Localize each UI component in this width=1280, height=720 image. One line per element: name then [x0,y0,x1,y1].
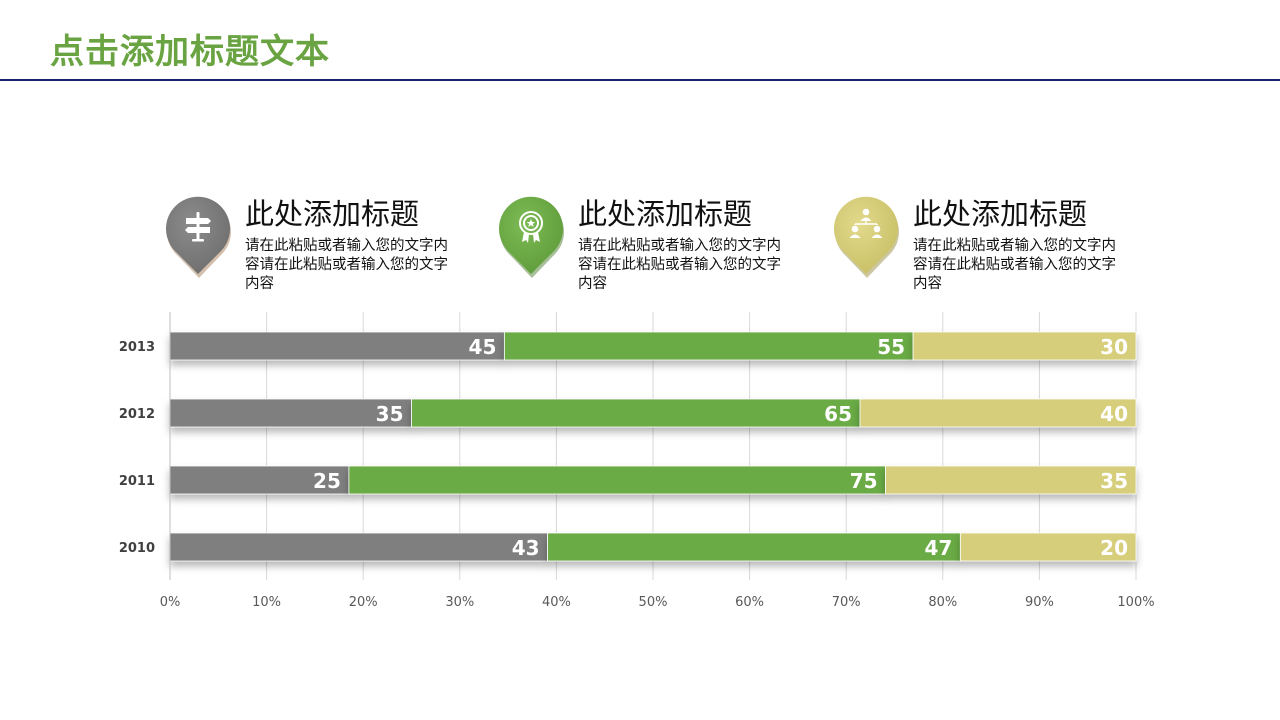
feature-desc-2: 请在此粘贴或者输入您的文字内容请在此粘贴或者输入您的文字内容 [578,238,781,292]
bar-segment [912,331,1137,361]
y-category-label: 2010 [119,541,155,556]
bar-value-label: 30 [1100,335,1128,359]
bar-segment [411,398,861,428]
y-category-label: 2013 [119,340,155,355]
bar-segment [885,465,1137,495]
signpost-icon [166,196,231,278]
feature-block-1: 此处添加标题 请在此粘贴或者输入您的文字内容请在此粘贴或者输入您的文字内容 [163,192,463,302]
bar-segment [169,398,412,428]
bar-value-label: 43 [512,536,540,560]
chart-axes: 0% 10% 20% 30% 40% 50% 60% 70% 80% 90% 100% 2013 201… [119,312,1155,610]
x-tick-label: 80% [928,595,957,610]
x-tick-label: 0% [160,595,181,610]
bar-value-label: 20 [1100,536,1128,560]
bar-value-label: 40 [1100,402,1128,426]
bar-value-label: 65 [824,402,852,426]
y-category-label: 2011 [119,474,155,489]
bar-value-label: 35 [376,402,404,426]
x-tick-label: 90% [1025,595,1054,610]
page-title: 点击添加标题文本 [50,32,330,72]
award-badge-icon [499,196,564,278]
x-tick-label: 20% [349,595,378,610]
bar-segment [169,465,350,495]
title-divider [0,79,1280,81]
y-category-label: 2012 [119,407,155,422]
chart-bars [169,331,1137,562]
chart-data-labels: 45 55 30 35 65 40 25 75 35 43 47 20 [313,335,1128,560]
stacked-bar-chart: 45 55 30 35 65 40 25 75 35 43 47 20 0% 10% 20% 30% 40% 5… [119,312,1155,610]
team-hierarchy-icon [834,196,899,278]
bar-value-label: 25 [313,469,341,493]
x-tick-label: 40% [542,595,571,610]
bar-value-label: 45 [469,335,497,359]
bar-segment [547,532,961,562]
bar-segment [503,331,914,361]
feature-desc-3: 请在此粘贴或者输入您的文字内容请在此粘贴或者输入您的文字内容 [913,238,1116,292]
bar-value-label: 75 [850,469,878,493]
x-tick-label: 50% [639,595,668,610]
bar-segment [169,532,549,562]
feature-block-3: 此处添加标题 请在此粘贴或者输入您的文字内容请在此粘贴或者输入您的文字内容 [831,192,1131,302]
bar-segment [959,532,1137,562]
bar-segment [169,331,505,361]
feature-heading-1: 此处添加标题 [245,197,420,231]
x-tick-label: 70% [832,595,861,610]
x-tick-label: 60% [735,595,764,610]
bar-value-label: 47 [925,536,953,560]
x-tick-label: 30% [445,595,474,610]
bar-value-label: 35 [1100,469,1128,493]
bar-value-label: 55 [877,335,905,359]
x-tick-label: 10% [252,595,281,610]
feature-heading-2: 此处添加标题 [578,197,753,231]
bar-segment [348,465,886,495]
bar-segment [859,398,1137,428]
feature-desc-1: 请在此粘贴或者输入您的文字内容请在此粘贴或者输入您的文字内容 [245,238,448,292]
feature-block-2: 此处添加标题 请在此粘贴或者输入您的文字内容请在此粘贴或者输入您的文字内容 [496,192,796,302]
feature-heading-3: 此处添加标题 [913,197,1088,231]
x-tick-label: 100% [1117,595,1154,610]
